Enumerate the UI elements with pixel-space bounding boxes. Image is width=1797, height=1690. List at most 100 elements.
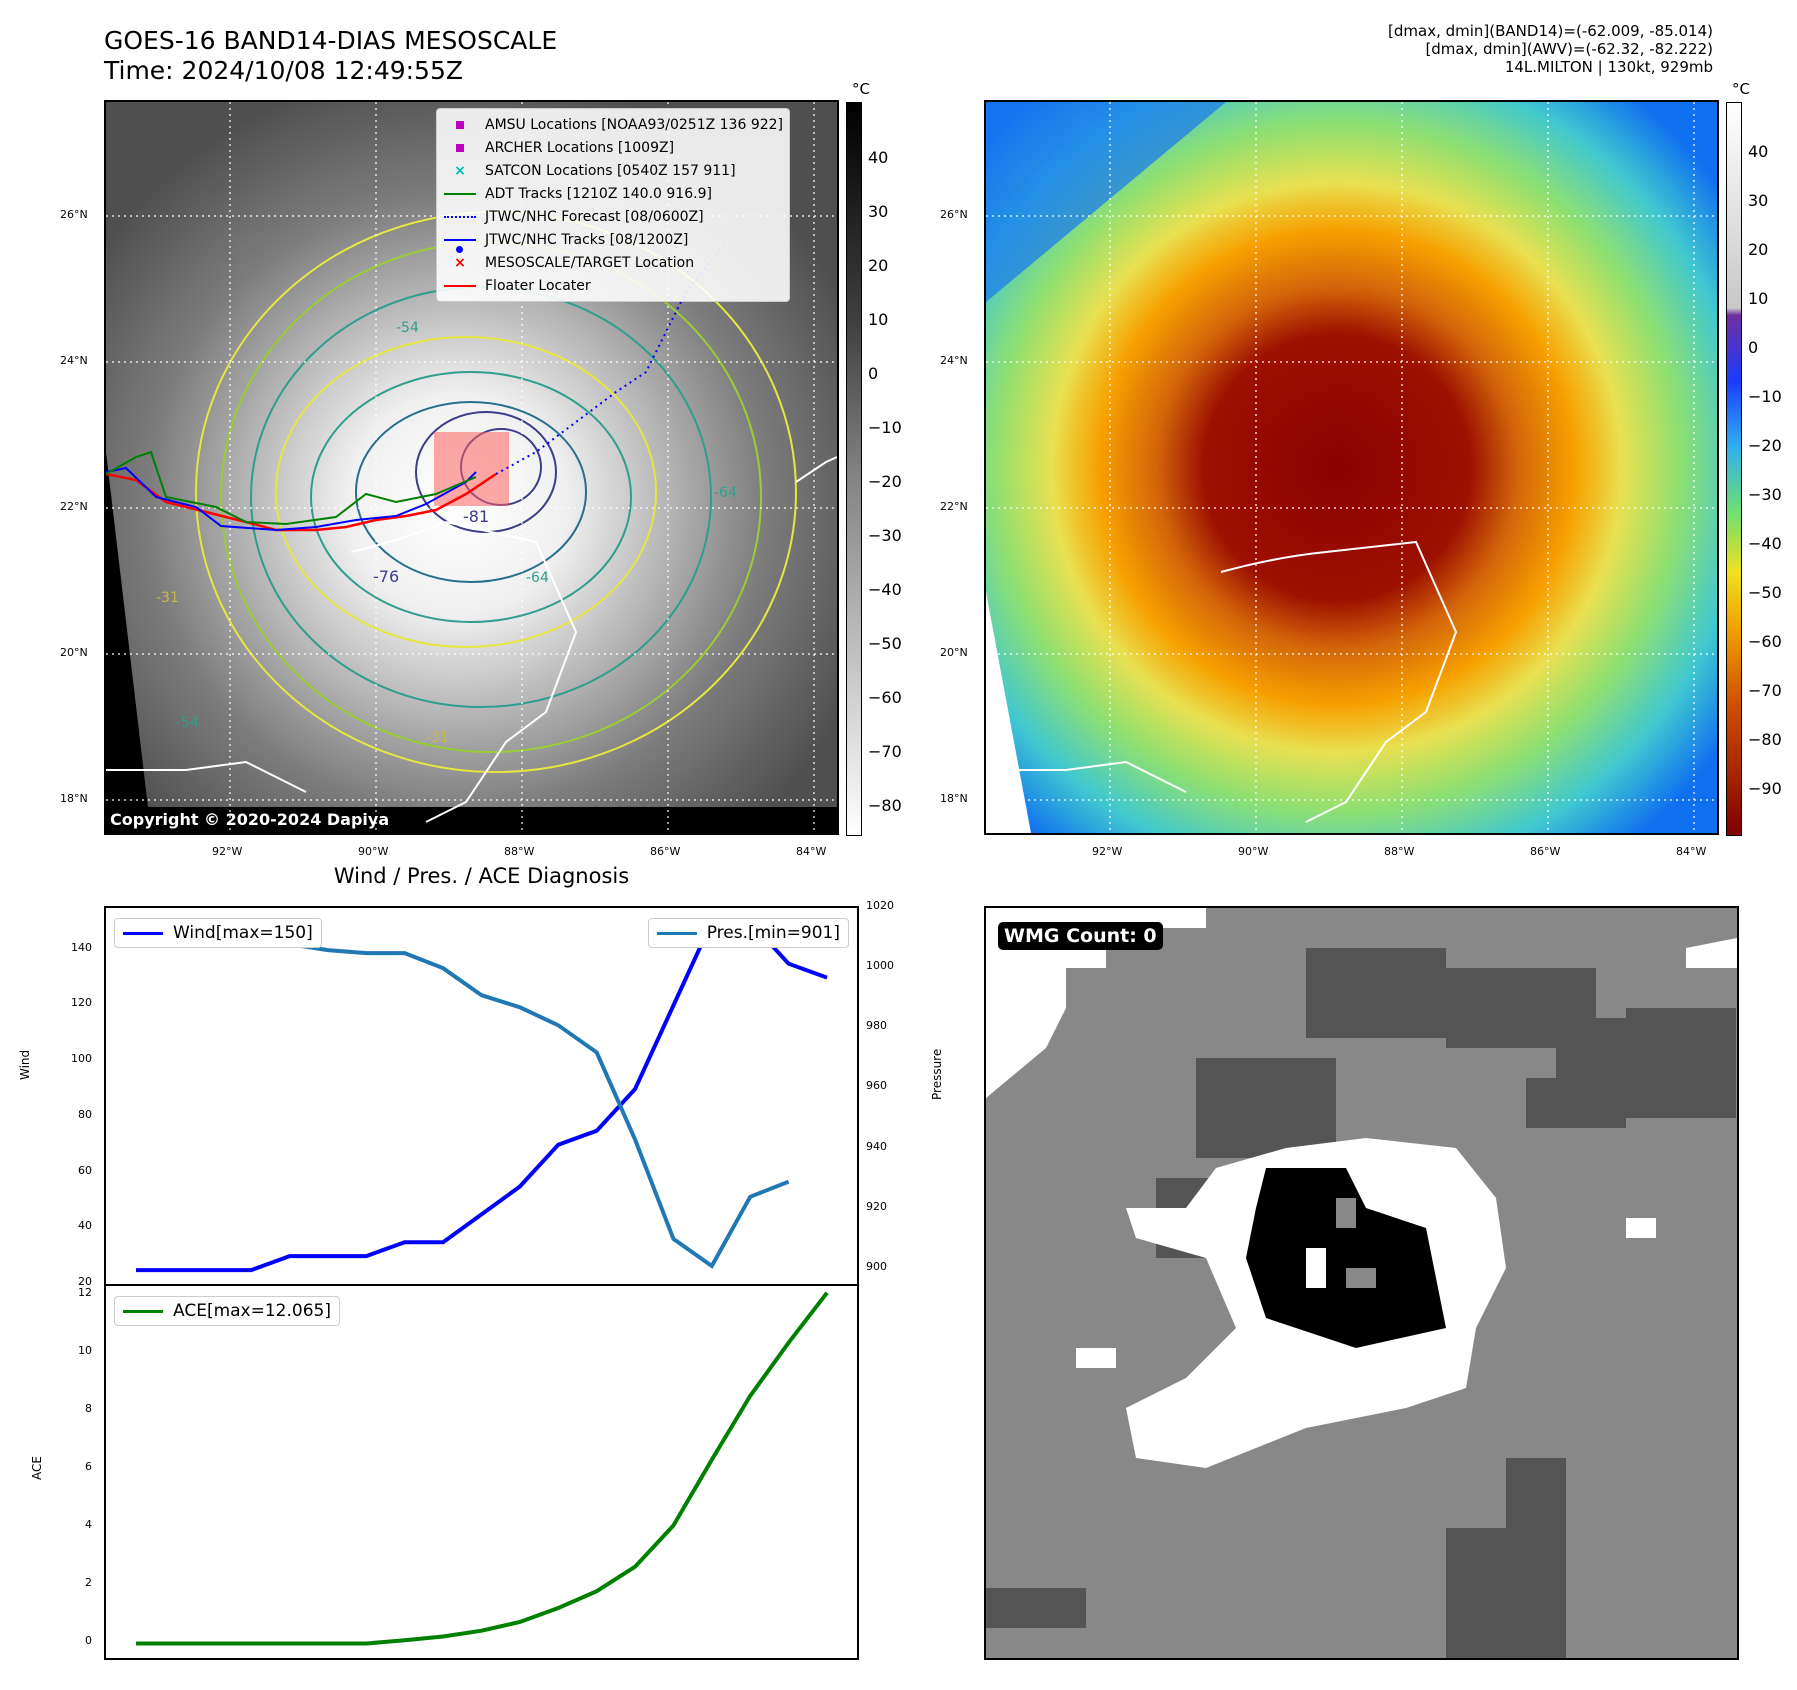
colorbar-unit: °C xyxy=(1732,80,1750,98)
ace-tick-label: 6 xyxy=(85,1460,92,1474)
ace-axis-label: ACE xyxy=(30,1456,44,1480)
colorbar-tick: 10 xyxy=(868,310,889,329)
line-marker-icon xyxy=(656,931,697,935)
wind-pressure-plot xyxy=(136,919,828,1273)
line-marker-icon xyxy=(123,1309,163,1313)
info-line-3: 14L.MILTON | 130kt, 929mb xyxy=(1504,58,1713,76)
lon-label: 90°W xyxy=(1238,845,1269,858)
dotted-line-icon xyxy=(444,215,476,218)
line-marker-icon xyxy=(123,931,163,935)
enhanced-ir-image xyxy=(986,102,1717,833)
colorbar-tick: −30 xyxy=(868,526,902,545)
ace-tick-label: 12 xyxy=(78,1285,92,1299)
ace-series-line xyxy=(136,1291,829,1646)
wind-tick-label: 100 xyxy=(71,1052,92,1066)
ace-legend: ACE[max=12.065] xyxy=(114,1296,340,1326)
colorbar-tick: −70 xyxy=(868,742,902,761)
adt-track xyxy=(106,450,477,526)
lon-label: 84°W xyxy=(796,845,827,858)
contour-label: -54 xyxy=(396,320,419,336)
ir-coastline xyxy=(350,520,578,823)
colorbar-tick: 40 xyxy=(868,148,889,167)
lon-label: 88°W xyxy=(1384,845,1415,858)
grayscale-colorbar xyxy=(846,102,862,836)
lon-label: 90°W xyxy=(358,845,389,858)
wind-tick-label: 40 xyxy=(78,1219,92,1233)
colorbar-tick: −50 xyxy=(1748,583,1782,602)
colorbar-tick: −80 xyxy=(1748,730,1782,749)
colorbar-tick: 0 xyxy=(1748,338,1759,357)
wmg-image xyxy=(986,908,1737,1658)
colorbar-tick: −50 xyxy=(868,634,902,653)
colorbar-tick: −20 xyxy=(1748,436,1782,455)
pressure-tick-label: 1020 xyxy=(866,899,894,912)
ace-tick-label: 10 xyxy=(78,1343,92,1357)
pressure-tick-label: 1000 xyxy=(866,959,894,973)
wind-tick-label: 120 xyxy=(71,996,92,1010)
contour-label: -31 xyxy=(426,730,449,746)
contour-label: -31 xyxy=(156,590,179,606)
colorbar-tick: −40 xyxy=(868,580,902,599)
lat-label: 24°N xyxy=(60,354,88,367)
legend-entry-jtwc-tracks: JTWC/NHC Tracks [08/1200Z] xyxy=(443,228,783,253)
pressure-tick-label: 980 xyxy=(866,1019,887,1033)
square-marker-icon xyxy=(456,143,464,152)
colorbar-tick: −10 xyxy=(868,418,902,437)
contour-label: -76 xyxy=(373,567,399,586)
legend-entry-adt: ADT Tracks [1210Z 140.0 916.9] xyxy=(443,182,783,205)
colorbar-unit: °C xyxy=(852,80,870,98)
enhanced-colorbar xyxy=(1726,102,1742,836)
ace-tick-label: 2 xyxy=(85,1576,92,1590)
colorbar-tick: −20 xyxy=(868,472,902,491)
enhanced-gridlines xyxy=(986,102,1717,833)
wind-pressure-chart: Wind[max=150] Pres.[min=901] xyxy=(104,906,859,1286)
storm-info: [dmax, dmin](BAND14)=(-62.009, -85.014) … xyxy=(1113,22,1713,76)
lon-label: 86°W xyxy=(1530,845,1561,858)
legend-entry-forecast: JTWC/NHC Forecast [08/0600Z] xyxy=(443,205,783,228)
lat-label: 22°N xyxy=(60,500,88,513)
jtwc-track xyxy=(106,466,477,532)
floater-track xyxy=(106,472,497,532)
wind-legend: Wind[max=150] xyxy=(114,918,322,948)
title-line-2: Time: 2024/10/08 12:49:55Z xyxy=(104,56,463,85)
colorbar-tick: −70 xyxy=(1748,681,1782,700)
lat-label: 20°N xyxy=(60,646,88,659)
lat-label: 18°N xyxy=(60,792,88,805)
wind-axis-label: Wind xyxy=(18,1049,32,1080)
colorbar-tick: −40 xyxy=(1748,534,1782,553)
lat-label: 20°N xyxy=(940,646,968,659)
ace-chart: ACE[max=12.065] xyxy=(104,1284,859,1660)
colorbar-tick: 40 xyxy=(1748,142,1769,161)
colorbar-tick: 30 xyxy=(1748,191,1769,210)
pressure-tick-label: 940 xyxy=(866,1139,887,1153)
lon-label: 88°W xyxy=(504,845,535,858)
colorbar-tick: 10 xyxy=(1748,289,1769,308)
x-marker-icon: × xyxy=(454,254,466,271)
pressure-tick-label: 960 xyxy=(866,1079,887,1093)
colorbar-tick: 0 xyxy=(868,364,879,383)
colorbar-tick: −80 xyxy=(868,796,902,815)
title-line-1: GOES-16 BAND14-DIAS MESOSCALE xyxy=(104,26,558,55)
info-line-2: [dmax, dmin](AWV)=(-62.32, -82.222) xyxy=(1425,40,1713,58)
figure-title: GOES-16 BAND14-DIAS MESOSCALE Time: 2024… xyxy=(104,26,557,86)
lat-label: 18°N xyxy=(940,792,968,805)
pressure-tick-label: 920 xyxy=(866,1199,887,1213)
lon-label: 92°W xyxy=(212,845,243,858)
lat-label: 26°N xyxy=(60,208,88,221)
pressure-legend: Pres.[min=901] xyxy=(647,918,849,948)
square-marker-icon xyxy=(456,120,464,129)
enhanced-coastline xyxy=(1220,540,1458,823)
wind-tick-label: 20 xyxy=(78,1275,92,1288)
wind-series-line xyxy=(136,919,828,1273)
info-line-1: [dmax, dmin](BAND14)=(-62.009, -85.014) xyxy=(1388,22,1713,40)
colorbar-tick: −10 xyxy=(1748,387,1782,406)
legend-entry-amsu: AMSU Locations [NOAA93/0251Z 136 922] xyxy=(443,113,783,136)
contour-label: -64 xyxy=(714,485,737,501)
ace-tick-label: 0 xyxy=(85,1634,92,1648)
lat-label: 22°N xyxy=(940,500,968,513)
contour-label: -64 xyxy=(526,570,549,586)
line-dot-marker-icon xyxy=(444,238,476,241)
wind-tick-label: 80 xyxy=(78,1107,92,1121)
wmg-panel: WMG Count: 0 xyxy=(984,906,1739,1660)
colorbar-tick: −90 xyxy=(1748,779,1782,798)
